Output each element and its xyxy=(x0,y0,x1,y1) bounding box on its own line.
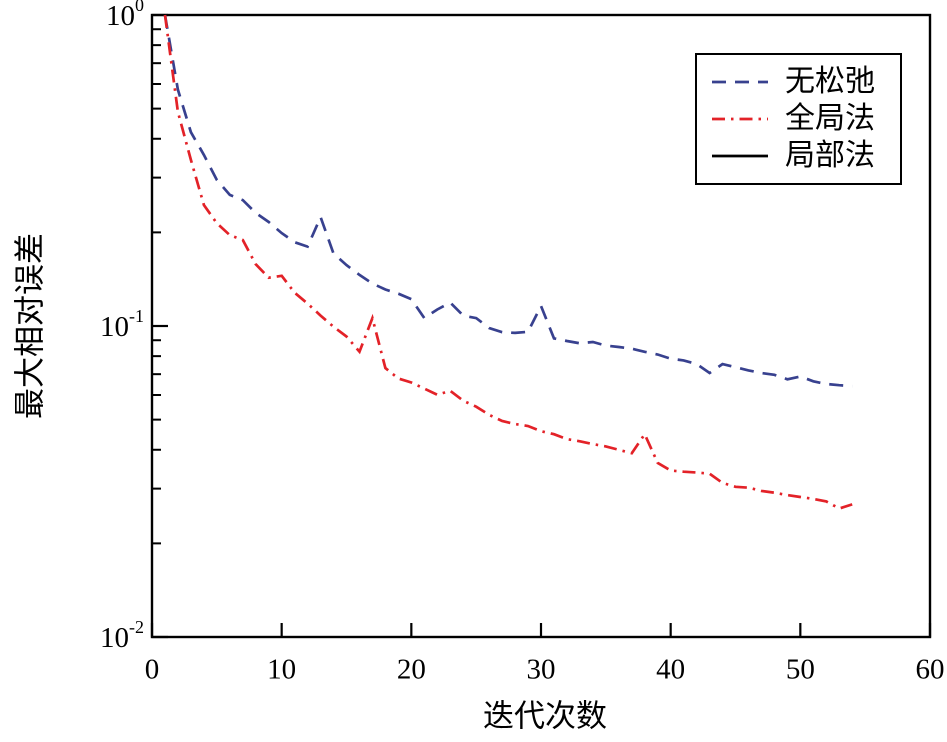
legend: 无松弛 全局法 局部法 xyxy=(695,53,902,185)
legend-line-sample xyxy=(712,80,768,84)
legend-line-sample xyxy=(712,154,768,158)
legend-item-0: 无松弛 xyxy=(711,63,884,100)
legend-label: 全局法 xyxy=(785,101,875,135)
x-tick-label: 10 xyxy=(267,653,297,686)
x-tick-label: 30 xyxy=(526,653,556,686)
legend-label: 局部法 xyxy=(785,139,875,173)
y-tick-label: 10-1 xyxy=(100,306,144,343)
x-tick-label: 40 xyxy=(656,653,686,686)
legend-item-2: 局部法 xyxy=(711,138,884,175)
legend-label: 无松弛 xyxy=(785,64,875,98)
x-tick-label: 20 xyxy=(396,653,426,686)
x-tick-label: 0 xyxy=(144,653,160,686)
series-line-0 xyxy=(163,14,853,388)
x-tick-label: 60 xyxy=(915,653,945,686)
legend-line-sample xyxy=(712,117,768,121)
legend-item-1: 全局法 xyxy=(711,100,884,137)
x-tick-label: 50 xyxy=(785,653,815,686)
y-axis-label: 最大相对误差 xyxy=(12,233,48,419)
series-line-1 xyxy=(163,14,853,510)
x-axis-label: 迭代次数 xyxy=(483,698,607,734)
y-tick-label: 10-2 xyxy=(100,617,144,654)
y-tick-label: 100 xyxy=(106,0,144,32)
